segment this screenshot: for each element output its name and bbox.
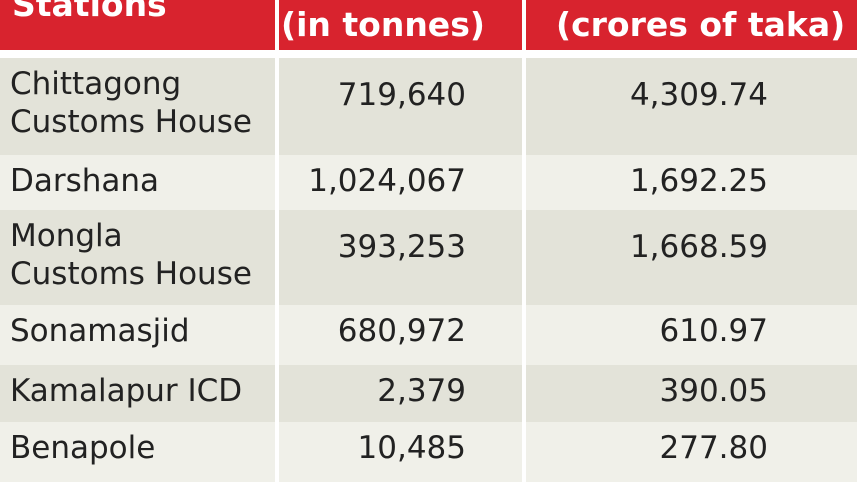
station-cell: Mongla Customs House — [0, 210, 275, 305]
header-crores: (crores of taka) — [526, 0, 857, 50]
tonnes-cell: 2,379 — [377, 373, 466, 409]
crores-cell: 1,668.59 — [629, 229, 768, 265]
station-cell: Benapole — [10, 430, 156, 466]
header-tonnes-label: (in tonnes) — [281, 5, 485, 44]
column-divider — [275, 0, 279, 482]
table-row: Chittagong Customs House 719,640 4,309.74 — [0, 58, 857, 155]
tonnes-cell: 10,485 — [357, 430, 466, 466]
crores-cell: 4,309.74 — [629, 77, 768, 113]
header-stations: Stations — [0, 0, 275, 50]
crores-cell: 277.80 — [659, 430, 768, 466]
station-cell: Chittagong Customs House — [0, 58, 275, 155]
table-row: Mongla Customs House 393,253 1,668.59 — [0, 210, 857, 305]
table-row: Kamalapur ICD 2,379 390.05 — [0, 365, 857, 422]
station-cell: Sonamasjid — [10, 313, 190, 349]
tonnes-cell: 680,972 — [337, 313, 466, 349]
station-cell: Darshana — [10, 163, 160, 199]
table-row: Darshana 1,024,067 1,692.25 — [0, 155, 857, 210]
tonnes-cell: 1,024,067 — [308, 163, 466, 199]
header-crores-label: (crores of taka) — [556, 5, 846, 44]
station-line: Mongla — [10, 218, 123, 254]
tonnes-cell: 719,640 — [337, 77, 466, 113]
header-stations-label: Stations — [12, 0, 167, 24]
header-tonnes: (in tonnes) — [279, 0, 522, 50]
station-line: Chittagong — [10, 66, 182, 102]
crores-cell: 610.97 — [659, 313, 768, 349]
table-row: Benapole 10,485 277.80 — [0, 422, 857, 482]
station-line: Customs House — [10, 256, 252, 292]
tonnes-cell: 393,253 — [337, 229, 466, 265]
table-row: Sonamasjid 680,972 610.97 — [0, 305, 857, 365]
crores-cell: 1,692.25 — [629, 163, 768, 199]
station-cell: Kamalapur ICD — [10, 373, 243, 409]
crores-cell: 390.05 — [659, 373, 768, 409]
station-line: Customs House — [10, 104, 252, 140]
column-divider — [522, 0, 526, 482]
